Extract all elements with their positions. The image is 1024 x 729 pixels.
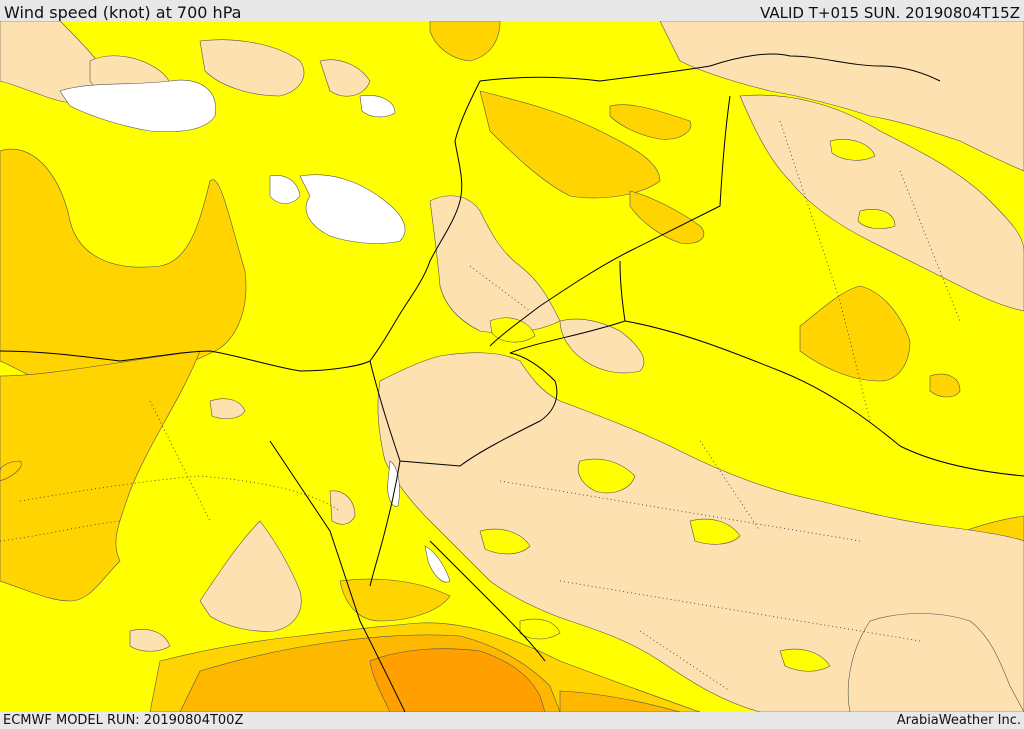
lowest-wind-zones	[59, 79, 451, 583]
yellow-pockets	[479, 139, 896, 672]
valid-time: VALID T+015 SUN. 20190804T15Z	[760, 4, 1020, 22]
country-boundaries	[0, 53, 1024, 712]
header-bar: Wind speed (knot) at 700 hPa VALID T+015…	[0, 0, 1024, 22]
stronger-wind-zones	[369, 648, 546, 712]
map-title: Wind speed (knot) at 700 hPa	[4, 3, 242, 22]
provider-credit: ArabiaWeather Inc.	[896, 713, 1021, 728]
model-run: ECMWF MODEL RUN: 20190804T00Z	[3, 713, 244, 728]
admin-boundaries	[0, 120, 961, 692]
wind-speed-map	[0, 21, 1024, 712]
footer-bar: ECMWF MODEL RUN: 20190804T00Z ArabiaWeat…	[0, 712, 1024, 729]
